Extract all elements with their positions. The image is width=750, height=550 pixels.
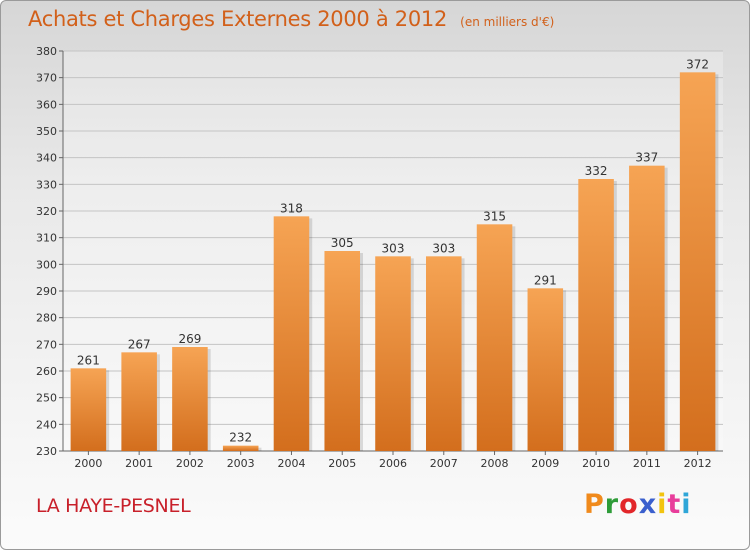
y-tick-label: 280	[36, 312, 57, 325]
chart-title: Achats et Charges Externes 2000 à 2012	[28, 7, 448, 31]
bar-2003	[222, 445, 259, 451]
data-label: 303	[382, 241, 405, 255]
chart-unit: (en milliers d'€)	[460, 15, 555, 29]
x-tick-label: 2002	[176, 457, 204, 470]
data-label: 291	[534, 273, 557, 287]
chart-header: Achats et Charges Externes 2000 à 2012 (…	[28, 7, 554, 31]
x-tick-label: 2003	[227, 457, 255, 470]
bar-2006	[375, 256, 411, 451]
y-tick-label: 380	[36, 45, 57, 58]
y-tick-label: 290	[36, 285, 57, 298]
location-name: LA HAYE-PESNEL	[36, 495, 191, 517]
y-tick-label: 250	[36, 392, 57, 405]
data-label: 305	[331, 236, 354, 250]
data-label: 261	[77, 353, 100, 367]
bar-2007	[426, 256, 462, 451]
bar-2002	[172, 347, 208, 451]
y-tick-label: 370	[36, 72, 57, 85]
logo-letter: t	[667, 489, 682, 520]
bar-2012	[679, 72, 716, 451]
y-tick-label: 240	[36, 418, 57, 431]
bar-2004	[273, 216, 310, 451]
y-tick-label: 360	[36, 98, 57, 111]
y-tick-label: 270	[36, 338, 57, 351]
data-label: 232	[229, 431, 252, 445]
y-tick-label: 350	[36, 125, 57, 138]
data-label: 303	[432, 241, 455, 255]
x-tick-label: 2011	[633, 457, 661, 470]
y-tick-label: 330	[36, 178, 57, 191]
data-label: 269	[178, 332, 201, 346]
y-tick-label: 310	[36, 232, 57, 245]
x-tick-label: 2010	[582, 457, 610, 470]
bar-2011	[629, 165, 665, 451]
x-tick-label: 2012	[684, 457, 712, 470]
x-tick-label: 2006	[379, 457, 407, 470]
x-tick-label: 2009	[531, 457, 559, 470]
bar-2005	[324, 251, 360, 451]
y-tick-label: 260	[36, 365, 57, 378]
logo-letter: i	[657, 489, 668, 520]
data-label: 332	[585, 164, 608, 178]
x-tick-label: 2008	[481, 457, 509, 470]
y-tick-label: 340	[36, 152, 57, 165]
bar-2000	[70, 368, 107, 451]
data-label: 315	[483, 209, 506, 223]
bar-2008	[476, 224, 513, 451]
x-tick-label: 2007	[430, 457, 458, 470]
bar-2001	[121, 352, 157, 451]
logo-letter: o	[619, 489, 639, 520]
bar-2010	[578, 179, 614, 451]
proxiti-logo: Proxiti	[584, 489, 692, 520]
data-label: 318	[280, 201, 303, 215]
data-label: 267	[128, 337, 151, 351]
x-tick-label: 2005	[328, 457, 356, 470]
y-tick-label: 320	[36, 205, 57, 218]
bar-2009	[527, 288, 564, 451]
x-tick-label: 2004	[277, 457, 305, 470]
data-label: 337	[635, 151, 658, 165]
x-tick-label: 2001	[125, 457, 153, 470]
logo-letter: x	[638, 489, 658, 520]
y-tick-label: 300	[36, 258, 57, 271]
data-label: 372	[686, 57, 709, 71]
x-tick-label: 2000	[74, 457, 102, 470]
logo-letter: r	[604, 489, 620, 520]
logo-letter: i	[681, 489, 692, 520]
logo-letter: P	[584, 489, 605, 520]
y-tick-label: 230	[36, 445, 57, 458]
